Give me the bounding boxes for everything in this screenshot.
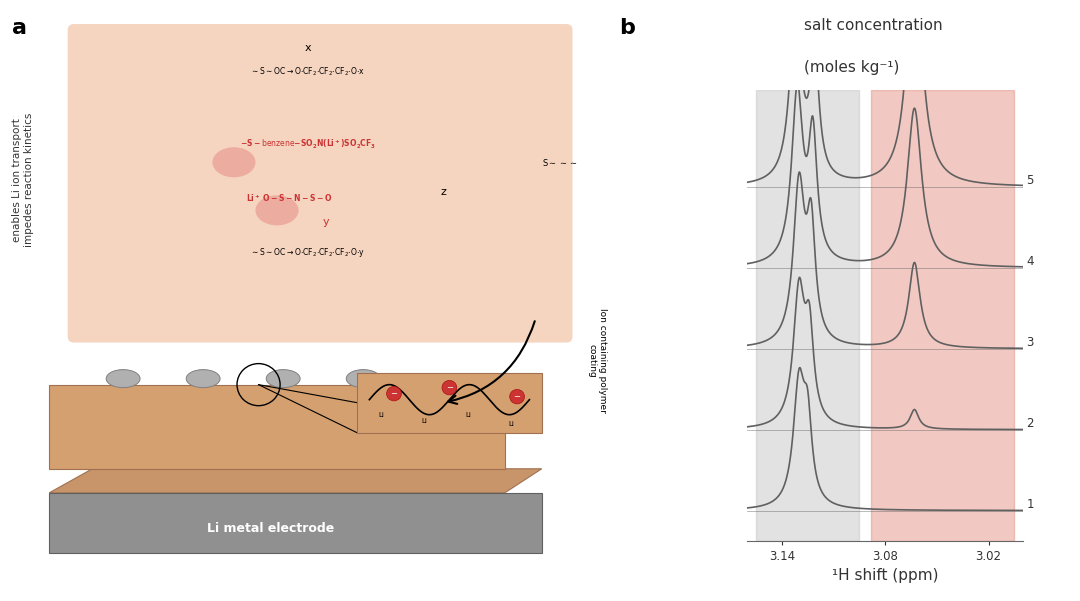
Text: z: z bbox=[441, 188, 446, 197]
Ellipse shape bbox=[256, 195, 298, 225]
Text: enables Li ion transport
impedes reaction kinetics: enables Li ion transport impedes reactio… bbox=[12, 113, 33, 248]
X-axis label: ¹H shift (ppm): ¹H shift (ppm) bbox=[832, 569, 939, 584]
Text: $\bf{-S-}$benzene$\bf{-SO_2N(Li^+)SO_2CF_3}$: $\bf{-S-}$benzene$\bf{-SO_2N(Li^+)SO_2CF… bbox=[240, 138, 376, 151]
Polygon shape bbox=[50, 493, 542, 553]
Text: $\sim$S$\sim$OC$\rightarrow$O$\cdot$CF$_2$$\cdot$CF$_2$$\cdot$CF$_2$$\cdot$O$\cd: $\sim$S$\sim$OC$\rightarrow$O$\cdot$CF$_… bbox=[251, 246, 365, 259]
Text: 2: 2 bbox=[1026, 416, 1034, 430]
Text: Li: Li bbox=[508, 421, 514, 427]
FancyBboxPatch shape bbox=[357, 373, 542, 433]
Circle shape bbox=[510, 389, 525, 404]
Ellipse shape bbox=[186, 370, 220, 388]
Text: −: − bbox=[446, 383, 453, 392]
Bar bbox=[872, 90, 1014, 541]
Text: Li: Li bbox=[379, 412, 384, 418]
Ellipse shape bbox=[347, 370, 380, 388]
Text: 4: 4 bbox=[1026, 255, 1034, 268]
Bar bbox=[756, 90, 860, 541]
Text: x: x bbox=[305, 43, 311, 53]
Text: S$\sim\sim\sim$: S$\sim\sim\sim$ bbox=[542, 157, 578, 168]
Text: b: b bbox=[619, 18, 635, 38]
Text: (moles kg⁻¹): (moles kg⁻¹) bbox=[805, 60, 900, 75]
Text: Li: Li bbox=[464, 412, 471, 418]
Text: salt concentration: salt concentration bbox=[805, 18, 943, 33]
Text: 1: 1 bbox=[1026, 498, 1034, 511]
Text: −: − bbox=[514, 392, 521, 401]
Ellipse shape bbox=[213, 147, 256, 177]
Polygon shape bbox=[50, 385, 504, 469]
Ellipse shape bbox=[267, 370, 300, 388]
Circle shape bbox=[387, 386, 402, 401]
Text: Li metal electrode: Li metal electrode bbox=[207, 522, 335, 535]
FancyArrowPatch shape bbox=[448, 321, 535, 404]
Text: Li: Li bbox=[422, 418, 428, 424]
Text: Ion containing polymer
coating: Ion containing polymer coating bbox=[588, 308, 607, 413]
Text: y: y bbox=[323, 218, 329, 227]
Text: $\bf{Li^+\ O-S-N-S-O}$: $\bf{Li^+\ O-S-N-S-O}$ bbox=[246, 192, 333, 204]
FancyBboxPatch shape bbox=[68, 24, 572, 343]
Polygon shape bbox=[50, 469, 542, 493]
Ellipse shape bbox=[106, 370, 140, 388]
Text: 5: 5 bbox=[1026, 174, 1034, 187]
Text: $\sim$S$\sim$OC$\rightarrow$O$\cdot$CF$_2$$\cdot$CF$_2$$\cdot$CF$_2$$\cdot$O$\cd: $\sim$S$\sim$OC$\rightarrow$O$\cdot$CF$_… bbox=[251, 66, 365, 78]
Text: 3: 3 bbox=[1026, 336, 1034, 349]
Circle shape bbox=[442, 380, 457, 395]
Text: a: a bbox=[12, 18, 27, 38]
Text: −: − bbox=[391, 389, 397, 398]
